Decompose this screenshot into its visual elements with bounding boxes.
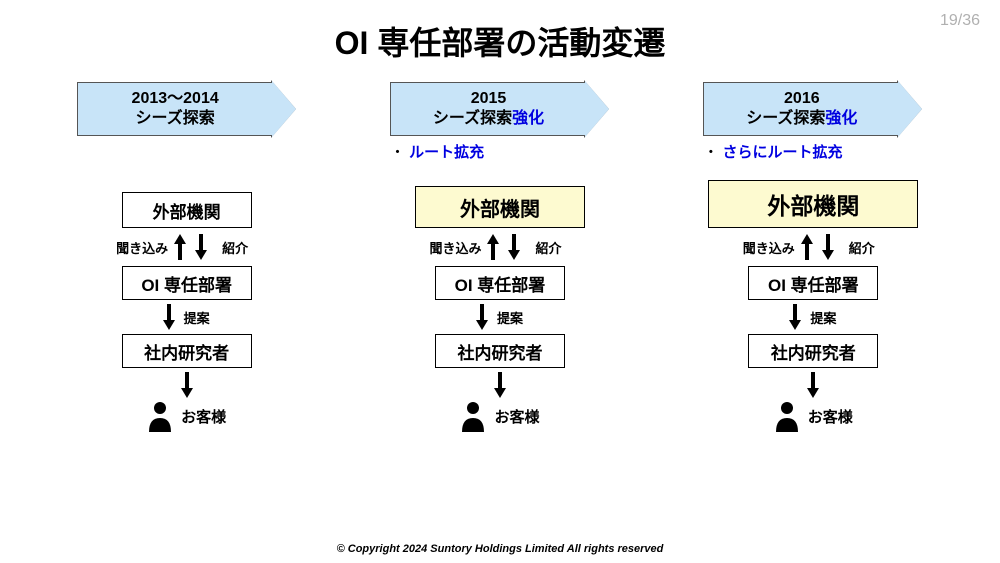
customer-row: お客様: [774, 400, 853, 432]
propose-arrow-row: 提案: [160, 300, 214, 334]
external-box: 外部機関: [122, 192, 252, 228]
banner-year: 2013～2014: [132, 89, 219, 109]
customer-arrow-row: [178, 368, 196, 402]
banner-body: 2015 シーズ探索強化: [390, 82, 586, 136]
banner-subtitle: シーズ探索強化: [433, 109, 544, 129]
page-total: 36: [962, 12, 980, 29]
banner-arrow-icon: [272, 81, 296, 137]
columns-container: 2013～2014 シーズ探索 外部機関 聞き込み 紹介 OI 専任部署 提案 …: [0, 64, 1000, 432]
banner-arrow-icon: [898, 81, 922, 137]
arrow-left-label: 聞き込み: [743, 238, 795, 257]
propose-label: 提案: [497, 308, 527, 327]
arrow-left-label: 聞き込み: [429, 238, 481, 257]
researcher-box: 社内研究者: [122, 334, 252, 368]
customer-arrow-row: [491, 368, 509, 402]
page-number: 19/36: [940, 12, 980, 30]
person-icon: [774, 400, 800, 432]
bidir-arrow-row: 聞き込み 紹介: [743, 228, 884, 266]
arrow-up-icon: [798, 232, 816, 262]
banner-year: 2015: [471, 89, 507, 109]
bullet-text: ・ さらにルート拡充: [703, 142, 923, 164]
banner-subtitle: シーズ探索: [136, 109, 215, 129]
customer-row: お客様: [460, 400, 539, 432]
arrow-up-icon: [484, 232, 502, 262]
bullet-text: ・ ルート拡充: [390, 142, 610, 164]
arrow-right-label: 紹介: [213, 238, 257, 257]
external-box-wrap: 外部機関: [122, 176, 252, 228]
customer-row: お客様: [147, 400, 226, 432]
arrow-up-icon: [171, 232, 189, 262]
year-banner: 2015 シーズ探索強化: [390, 82, 610, 136]
bidir-arrow-row: 聞き込み 紹介: [429, 228, 570, 266]
researcher-box: 社内研究者: [435, 334, 565, 368]
banner-body: 2016 シーズ探索強化: [703, 82, 899, 136]
copyright-footer: © Copyright 2024 Suntory Holdings Limite…: [0, 543, 1000, 555]
arrow-down-icon: [786, 302, 804, 332]
column-2015: 2015 シーズ探索強化 ・ ルート拡充 外部機関 聞き込み 紹介 OI 専任部…: [350, 82, 650, 432]
propose-label: 提案: [184, 308, 214, 327]
researcher-box: 社内研究者: [748, 334, 878, 368]
arrow-down-icon: [473, 302, 491, 332]
banner-arrow-icon: [585, 81, 609, 137]
column-2016: 2016 シーズ探索強化 ・ さらにルート拡充 外部機関 聞き込み 紹介 OI …: [663, 82, 963, 432]
external-box-wrap: 外部機関: [415, 176, 585, 228]
banner-subtitle: シーズ探索強化: [746, 109, 857, 129]
oi-dept-box: OI 専任部署: [122, 266, 252, 300]
oi-dept-box: OI 専任部署: [748, 266, 878, 300]
external-box: 外部機関: [415, 186, 585, 228]
arrow-down-icon: [505, 232, 523, 262]
year-banner: 2016 シーズ探索強化: [703, 82, 923, 136]
person-icon: [460, 400, 486, 432]
arrow-right-label: 紹介: [840, 238, 884, 257]
page-title: OI 専任部署の活動変遷: [0, 0, 1000, 64]
customer-label: お客様: [808, 406, 853, 427]
external-box-wrap: 外部機関: [708, 176, 918, 228]
propose-arrow-row: 提案: [786, 300, 840, 334]
arrow-down-icon: [491, 370, 509, 400]
column-2013: 2013～2014 シーズ探索 外部機関 聞き込み 紹介 OI 専任部署 提案 …: [37, 82, 337, 432]
page-current: 19: [940, 12, 958, 29]
external-box: 外部機関: [708, 180, 918, 228]
year-banner: 2013～2014 シーズ探索: [77, 82, 297, 136]
customer-label: お客様: [181, 406, 226, 427]
arrow-left-label: 聞き込み: [116, 238, 168, 257]
bidir-arrow-row: 聞き込み 紹介: [116, 228, 257, 266]
oi-dept-box: OI 専任部署: [435, 266, 565, 300]
propose-arrow-row: 提案: [473, 300, 527, 334]
customer-arrow-row: [804, 368, 822, 402]
banner-body: 2013～2014 シーズ探索: [77, 82, 273, 136]
banner-year: 2016: [784, 89, 820, 109]
person-icon: [147, 400, 173, 432]
arrow-down-icon: [160, 302, 178, 332]
arrow-right-label: 紹介: [526, 238, 570, 257]
arrow-down-icon: [192, 232, 210, 262]
arrow-down-icon: [804, 370, 822, 400]
arrow-down-icon: [819, 232, 837, 262]
arrow-down-icon: [178, 370, 196, 400]
customer-label: お客様: [494, 406, 539, 427]
propose-label: 提案: [810, 308, 840, 327]
